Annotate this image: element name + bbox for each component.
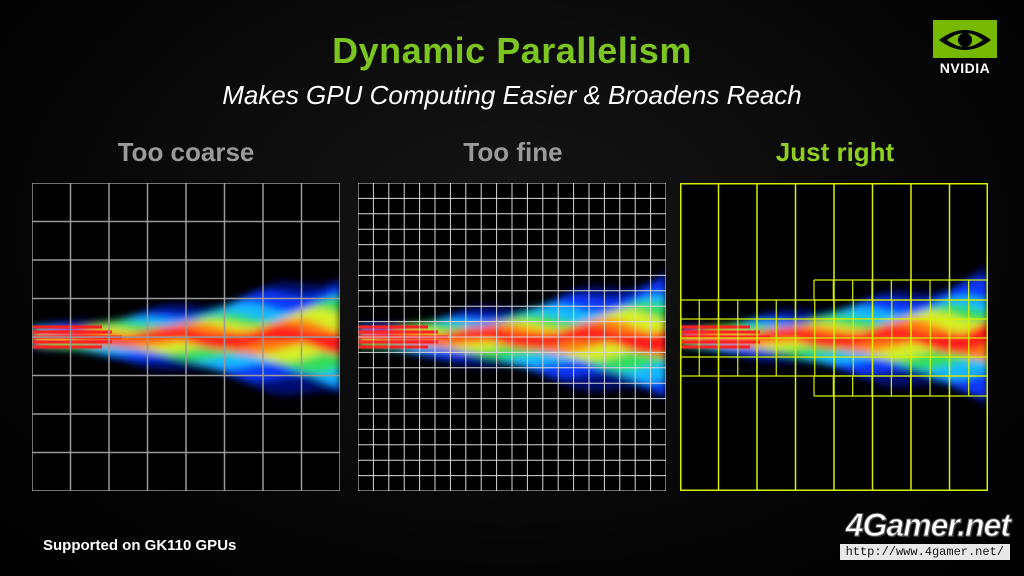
slide-title: Dynamic Parallelism bbox=[332, 30, 692, 71]
footnote: Supported on GK110 GPUs bbox=[43, 537, 237, 554]
watermark-brand: 4Gamer.net bbox=[845, 507, 1011, 543]
nvidia-wordmark: NVIDIA bbox=[939, 60, 991, 76]
fine-grid-figure bbox=[358, 183, 666, 491]
panel-label-fine: Too fine bbox=[463, 137, 563, 167]
slide-subtitle: Makes GPU Computing Easier & Broadens Re… bbox=[222, 80, 802, 110]
nvidia-eye-icon bbox=[933, 20, 997, 58]
panel-label-coarse: Too coarse bbox=[117, 137, 255, 167]
panel-fine-grid bbox=[358, 183, 666, 491]
adaptive-grid-figure bbox=[680, 183, 988, 491]
coarse-grid-figure bbox=[32, 183, 340, 491]
nvidia-logo: NVIDIA bbox=[925, 18, 1005, 82]
watermark: 4Gamer.net http://www.4gamer.net/ bbox=[770, 507, 1012, 560]
panel-label-just-right: Just right bbox=[775, 137, 895, 167]
panel-adaptive-grid bbox=[680, 183, 988, 491]
watermark-url: http://www.4gamer.net/ bbox=[839, 544, 1010, 560]
panel-coarse-grid bbox=[32, 183, 340, 491]
